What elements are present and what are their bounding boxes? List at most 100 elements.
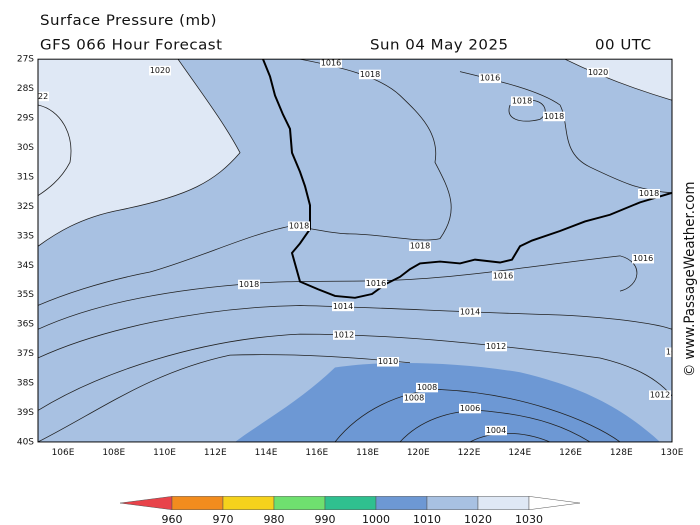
contour-label-bg: [38, 91, 49, 102]
lon-label: 126E: [559, 448, 582, 458]
contour-label-bg: [333, 330, 355, 340]
contour-label-bg: [416, 382, 438, 393]
contour-label-bg: [403, 393, 425, 403]
watermark: © www.PassageWeather.com: [682, 182, 698, 378]
contour-label: 1014: [333, 302, 353, 311]
contour-label: 1008: [417, 383, 437, 392]
map-frame: [37, 58, 673, 443]
contour-label: 1010: [378, 357, 398, 366]
colorbar-label: 970: [212, 513, 233, 525]
contour-label: 1018: [512, 97, 532, 106]
isobar: [38, 59, 241, 247]
lat-label: 28S: [17, 84, 35, 94]
contour-label: 1016: [480, 74, 500, 83]
contour-label-bg: [492, 271, 514, 281]
lon-label: 118E: [356, 448, 379, 458]
contour-label-bg: [459, 307, 481, 317]
isobar: [38, 305, 672, 359]
colorbar-labels: 960 970 980 990 1000 1010 1020 1030: [161, 513, 543, 525]
contour-label-bg: [409, 241, 431, 252]
contour-label-bg: [149, 65, 171, 76]
colorbar-segment: [477, 496, 530, 510]
contour-label-bg: [632, 253, 654, 264]
contour-label-bg: [649, 390, 671, 400]
isobar: [38, 255, 638, 330]
contour-label: 1012: [666, 348, 686, 357]
contour-label: 1012: [486, 342, 506, 351]
lat-label: 39S: [17, 408, 35, 418]
contour-label: 1016: [321, 59, 341, 68]
isobar: [38, 104, 72, 196]
contour-label: 1018: [360, 70, 380, 79]
contour-labels: 1020 1016 1018 1016 1018 1018 1020 1022 1018 1018…: [38, 59, 686, 436]
colorbar-label: 1010: [413, 513, 441, 525]
time: 00 UTC: [595, 37, 652, 54]
lat-label: 32S: [17, 202, 35, 212]
colorbar-segment: [426, 496, 479, 510]
isobar: [38, 59, 452, 306]
lon-label: 124E: [508, 448, 531, 458]
contour-label-bg: [485, 341, 507, 352]
contour-label-bg: [359, 69, 381, 80]
lon-label: 128E: [610, 448, 633, 458]
coastline: [262, 59, 672, 299]
colorbar-segment: [171, 496, 224, 510]
contour-label: 1018: [639, 189, 659, 198]
isobar: [508, 99, 546, 122]
contour-label-bg: [332, 301, 354, 312]
colorbar-segment: [324, 496, 377, 510]
subtitle: GFS 066 Hour Forecast: [40, 37, 222, 54]
colorbar-label: 960: [161, 513, 182, 525]
region-1000-1010: [235, 362, 660, 442]
contour-label-bg: [638, 189, 660, 199]
isobar: [38, 354, 411, 442]
lat-label: 37S: [17, 349, 35, 359]
lat-label: 38S: [17, 379, 35, 389]
lon-label: 112E: [204, 448, 227, 458]
contour-label-bg: [665, 347, 672, 357]
lon-label: 120E: [407, 448, 430, 458]
contour-label-bg: [288, 221, 310, 231]
contour-label-bg: [479, 73, 501, 84]
contour-label-bg: [238, 279, 260, 290]
contour-label-bg: [365, 278, 387, 289]
contour-label: 1014: [460, 308, 480, 317]
lon-label: 108E: [102, 448, 125, 458]
contour-label: 1018: [239, 280, 259, 289]
colorbar-segment: [528, 496, 581, 511]
contour-label-bg: [511, 96, 533, 106]
colorbar-segment: [119, 496, 173, 511]
contour-label: 1018: [410, 242, 430, 251]
colorbar-label: 980: [263, 513, 284, 525]
lon-label: 114E: [255, 448, 278, 458]
lat-label: 34S: [17, 261, 35, 271]
map: 1020 1016 1018 1016 1018 1018 1020 1022 1018 1018…: [38, 59, 686, 442]
colorbar: 960 970 980 990 1000 1010 1020 1030: [119, 496, 581, 525]
lat-label: 33S: [17, 231, 35, 241]
date: Sun 04 May 2025: [370, 37, 509, 54]
lat-label: 36S: [17, 320, 35, 330]
contour-label: 1018: [289, 222, 309, 231]
colorbar-segment: [222, 496, 275, 510]
lon-label: 106E: [52, 448, 75, 458]
contour-label-bg: [320, 59, 342, 68]
title: Surface Pressure (mb): [40, 12, 217, 29]
contour-label: 1012: [650, 391, 670, 400]
colorbar-label: 1030: [515, 513, 543, 525]
lat-label: 31S: [17, 173, 35, 183]
colorbar-label: 1000: [362, 513, 390, 525]
contour-label-bg: [377, 357, 399, 367]
lon-label: 130E: [661, 448, 684, 458]
colorbar-label: 1020: [464, 513, 492, 525]
region-1020-1030: [38, 59, 240, 247]
lat-label: 30S: [17, 143, 35, 153]
contour-label: 1016: [366, 279, 386, 288]
contour-label-bg: [543, 111, 565, 122]
lon-label: 122E: [458, 448, 481, 458]
colorbar-segment: [273, 496, 326, 510]
colorbar-label: 990: [314, 513, 335, 525]
isobar: [38, 333, 672, 411]
lat-label: 29S: [17, 114, 35, 124]
lon-label: 116E: [305, 448, 328, 458]
